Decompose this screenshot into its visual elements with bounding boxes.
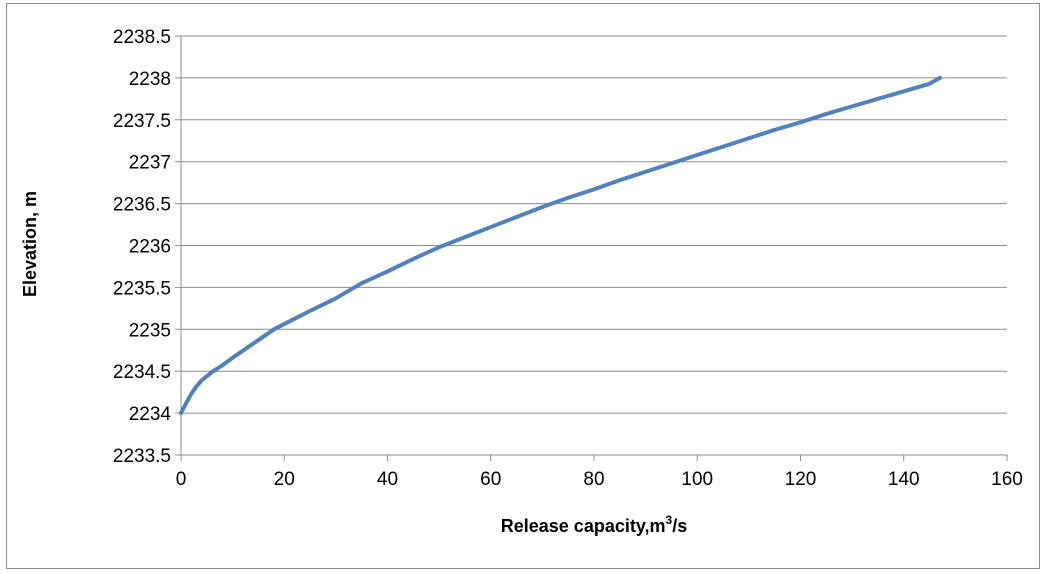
series-line: [179, 75, 942, 416]
y-tick-label: 2235.5: [113, 278, 171, 299]
series-layer: [179, 75, 942, 416]
y-tick-label: 2234: [129, 404, 172, 425]
x-tick-label: 80: [583, 469, 604, 490]
gridlines: [181, 35, 1007, 414]
x-tick-label: 40: [377, 469, 398, 490]
x-tick-label: 140: [888, 469, 920, 490]
y-axis-title: Elevation, m: [20, 191, 40, 297]
x-tick-label: 60: [480, 469, 501, 490]
y-tick-label: 2237: [129, 153, 171, 174]
x-axis-title-tail: /s: [672, 516, 687, 536]
x-tick-label: 20: [274, 469, 295, 490]
x-tick-label: 100: [681, 469, 713, 490]
x-tick-labels: 0 20 40 60 80 100 120 140 160: [176, 469, 1023, 490]
x-tick-label: 120: [785, 469, 817, 490]
y-tick-labels: 2233.5 2234 2234.5 2235 2235.5 2236 2236.5 2237…: [113, 27, 172, 467]
x-axis-title: Release capacity,m3/s: [501, 513, 687, 536]
x-axis-title-superscript: 3: [666, 513, 673, 527]
y-tick-label: 2234.5: [113, 362, 171, 383]
y-tick-label: 2233.5: [113, 446, 171, 467]
x-tick-label: 160: [991, 469, 1023, 490]
y-tick-label: 2236: [129, 237, 171, 258]
chart-frame: [6, 3, 1040, 569]
y-tick-label: 2236.5: [113, 195, 171, 216]
x-tick-label: 0: [176, 469, 187, 490]
y-tick-label: 2237.5: [113, 111, 171, 132]
axes: [175, 35, 1008, 461]
y-tick-label: 2238: [129, 69, 171, 90]
y-tick-label: 2235: [129, 320, 171, 341]
x-axis-title-main: Release capacity,m: [501, 516, 666, 536]
y-tick-label: 2238.5: [113, 27, 171, 48]
